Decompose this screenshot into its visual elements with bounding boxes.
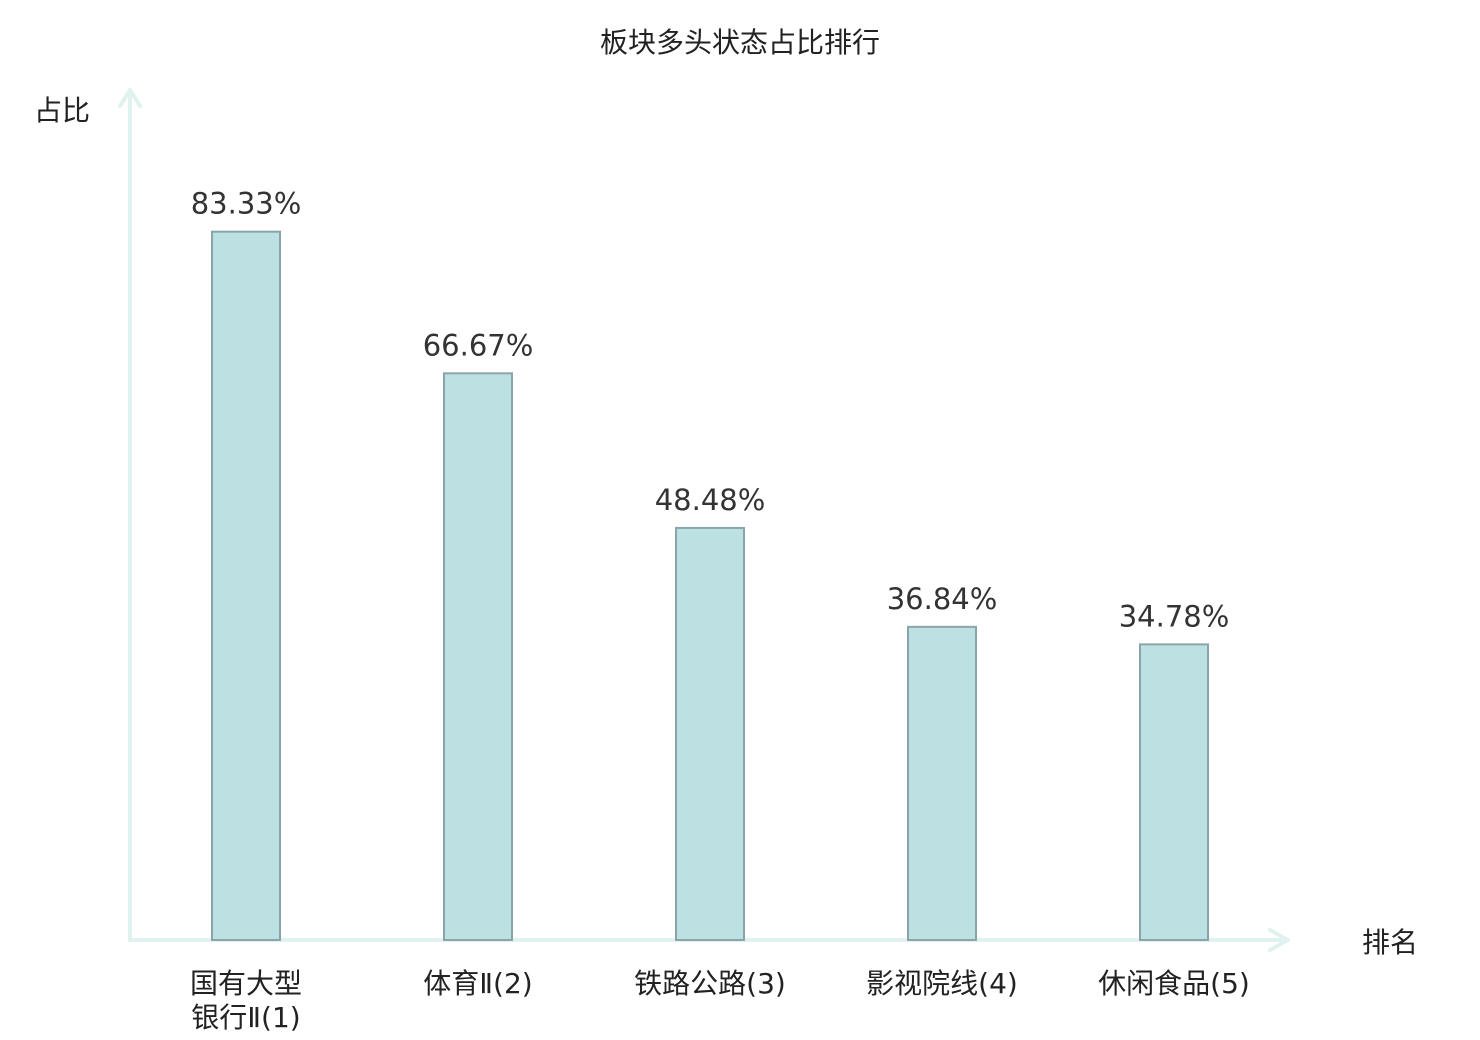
value-label-5: 34.78% (1119, 599, 1230, 633)
category-label-1-line-1: 国有大型 (190, 967, 302, 1000)
y-axis-label: 占比 (34, 94, 90, 127)
chart-title: 板块多头状态占比排行 (600, 26, 880, 59)
bar-3 (675, 526, 745, 941)
category-label-5: 休闲食品(5) (1098, 967, 1250, 1000)
category-label-3: 铁路公路(3) (634, 967, 786, 1000)
bar-5 (1139, 643, 1209, 941)
category-label-2: 体育Ⅱ(2) (423, 967, 532, 1000)
bar-2 (443, 372, 513, 941)
value-labels: 83.33% 66.67% 48.48% 36.84% 34.78% (191, 187, 1230, 634)
value-label-4: 36.84% (887, 582, 998, 616)
value-label-3: 48.48% (655, 483, 766, 517)
y-axis (118, 88, 142, 942)
category-label-4: 影视院线(4) (866, 967, 1018, 1000)
value-label-2: 66.67% (423, 328, 534, 362)
bar-4 (907, 625, 977, 941)
category-label-1-line-2: 银行Ⅱ(1) (191, 1001, 300, 1034)
value-label-1: 83.33% (191, 187, 302, 221)
x-axis-label: 排名 (1362, 926, 1418, 959)
bar-1 (211, 230, 281, 941)
bars (211, 230, 1209, 941)
